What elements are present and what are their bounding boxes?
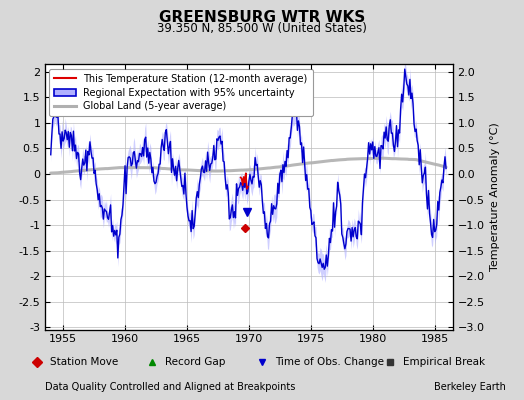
Text: Empirical Break: Empirical Break: [403, 357, 486, 367]
Text: Data Quality Controlled and Aligned at Breakpoints: Data Quality Controlled and Aligned at B…: [45, 382, 295, 392]
Legend: This Temperature Station (12-month average), Regional Expectation with 95% uncer: This Temperature Station (12-month avera…: [49, 69, 312, 116]
Text: Time of Obs. Change: Time of Obs. Change: [275, 357, 384, 367]
Text: Berkeley Earth: Berkeley Earth: [434, 382, 506, 392]
Y-axis label: Temperature Anomaly (°C): Temperature Anomaly (°C): [490, 123, 500, 271]
Text: Record Gap: Record Gap: [165, 357, 225, 367]
Text: Station Move: Station Move: [50, 357, 118, 367]
Text: 39.350 N, 85.500 W (United States): 39.350 N, 85.500 W (United States): [157, 22, 367, 35]
Text: GREENSBURG WTR WKS: GREENSBURG WTR WKS: [159, 10, 365, 25]
